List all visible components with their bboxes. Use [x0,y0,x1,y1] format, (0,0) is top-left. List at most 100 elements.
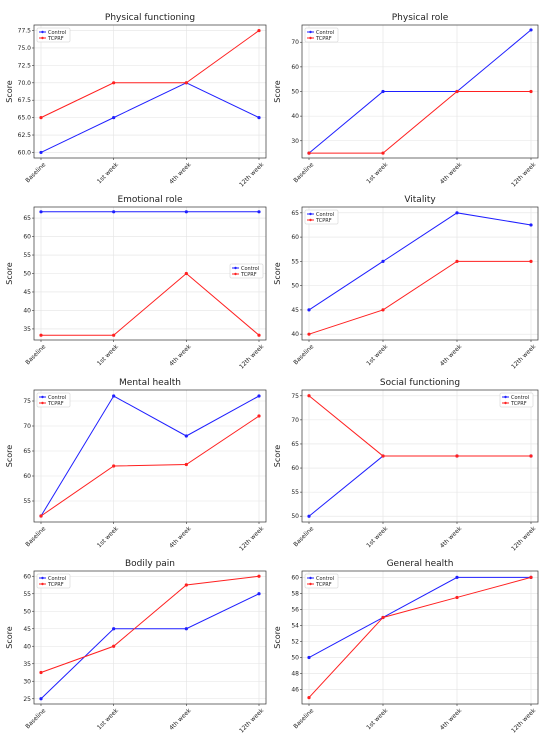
y-tick-label: 50 [291,283,299,290]
data-point [184,583,188,587]
y-tick-label: 70 [291,417,299,424]
y-tick-label: 45 [23,626,31,633]
series-line-tcprf [308,576,532,698]
y-tick-label: 55 [23,591,31,598]
plot-frame [301,389,539,523]
y-tick-label: 46 [291,687,299,694]
subplot: 30 40 50 60 70 Baseline 1st week 4th week 12th w… [273,13,539,189]
series-line-tcprf [40,30,260,119]
series-line-tcprf [40,575,260,673]
legend-label: Control [316,576,334,582]
y-tick-label: 40 [291,113,299,120]
legend-label: TCPRF [315,218,332,224]
y-axis-label: Score [273,445,282,467]
data-point [39,670,43,675]
plot-frame [301,570,539,705]
x-tick-label: 12th week [238,343,266,371]
data-point [529,28,533,32]
y-tick-label: 60 [23,234,31,241]
subplot: 35 40 45 50 55 60 65 Baseline 1st week 4th week 12… [5,195,267,371]
x-tick-label: Baseline [24,161,47,184]
series-line-tcprf [309,91,531,154]
y-tick-label: 50 [23,271,31,278]
data-point [39,514,43,518]
series-line-tcprf [308,260,531,335]
subplot: 25 30 35 40 45 50 55 60 Baseline 1st week 4th week… [5,559,267,735]
y-tick-label: 25 [23,696,31,703]
y-tick-label: 70 [291,39,299,46]
x-tick-label: 4th week [168,525,193,550]
data-point [112,644,116,648]
legend-marker [309,582,312,586]
legend-label: TCPRF [47,401,64,407]
data-point [112,116,116,120]
chart-title: Vitality [404,195,436,205]
data-point [39,333,43,337]
data-point [455,211,459,215]
subplot: 46 48 50 52 54 56 58 60 Baseline 1st week 4th week… [273,559,539,734]
data-point [257,414,261,418]
y-tick-label: 52 [291,639,299,646]
y-tick-label: 55 [23,498,31,505]
data-point [184,462,188,467]
data-point [257,394,261,398]
series-line-control [308,29,532,154]
data-point [257,592,261,596]
legend-marker [309,576,312,580]
legend-marker [41,582,44,586]
subplot: 50 55 60 65 70 75 Baseline 1st week 4th week 12th… [273,378,539,552]
legend-marker [504,395,507,399]
data-point [529,454,533,458]
y-tick-label: 40 [291,331,299,338]
data-point [112,81,116,85]
x-tick-label: 12th week [238,161,266,189]
y-tick-label: 48 [291,671,299,678]
x-tick-label: 4th week [439,707,464,732]
y-tick-label: 75 [23,398,31,405]
data-point [455,89,459,94]
legend-marker [309,36,312,40]
x-tick-label: Baseline [292,343,315,366]
series-line-control [40,395,260,517]
subplot: 40 45 50 55 60 65 Baseline 1st week 4th week 12th… [273,195,539,370]
y-tick-label: 50 [23,608,31,615]
legend-marker [309,218,312,222]
x-tick-label: Baseline [292,161,315,184]
legend-label: TCPRF [47,582,64,588]
y-tick-label: 60 [23,473,31,480]
y-tick-label: 45 [23,289,31,296]
series-line-control [40,593,260,700]
x-tick-label: 12th week [510,161,538,189]
y-tick-label: 67.5 [18,97,32,104]
legend-marker [41,36,44,40]
plot-frame [33,206,267,341]
x-tick-label: Baseline [292,525,315,548]
legend-label: Control [48,30,66,36]
x-tick-label: 1st week [96,343,120,367]
data-point [39,210,43,214]
data-point [184,81,188,85]
chart-title: Mental health [119,378,181,388]
legend-marker [41,395,44,399]
x-tick-label: Baseline [24,707,47,730]
data-point [257,28,261,33]
y-tick-label: 50 [291,89,299,96]
y-tick-label: 50 [291,655,299,662]
legend-label: Control [48,576,66,582]
data-point [381,454,385,458]
data-point [184,434,188,438]
y-axis-label: Score [273,80,282,102]
y-axis-label: Score [5,626,14,648]
series-line-control [40,82,260,153]
data-point [529,259,533,263]
x-tick-label: 12th week [238,707,266,735]
y-axis-label: Score [5,80,14,102]
y-axis-label: Score [5,262,14,284]
